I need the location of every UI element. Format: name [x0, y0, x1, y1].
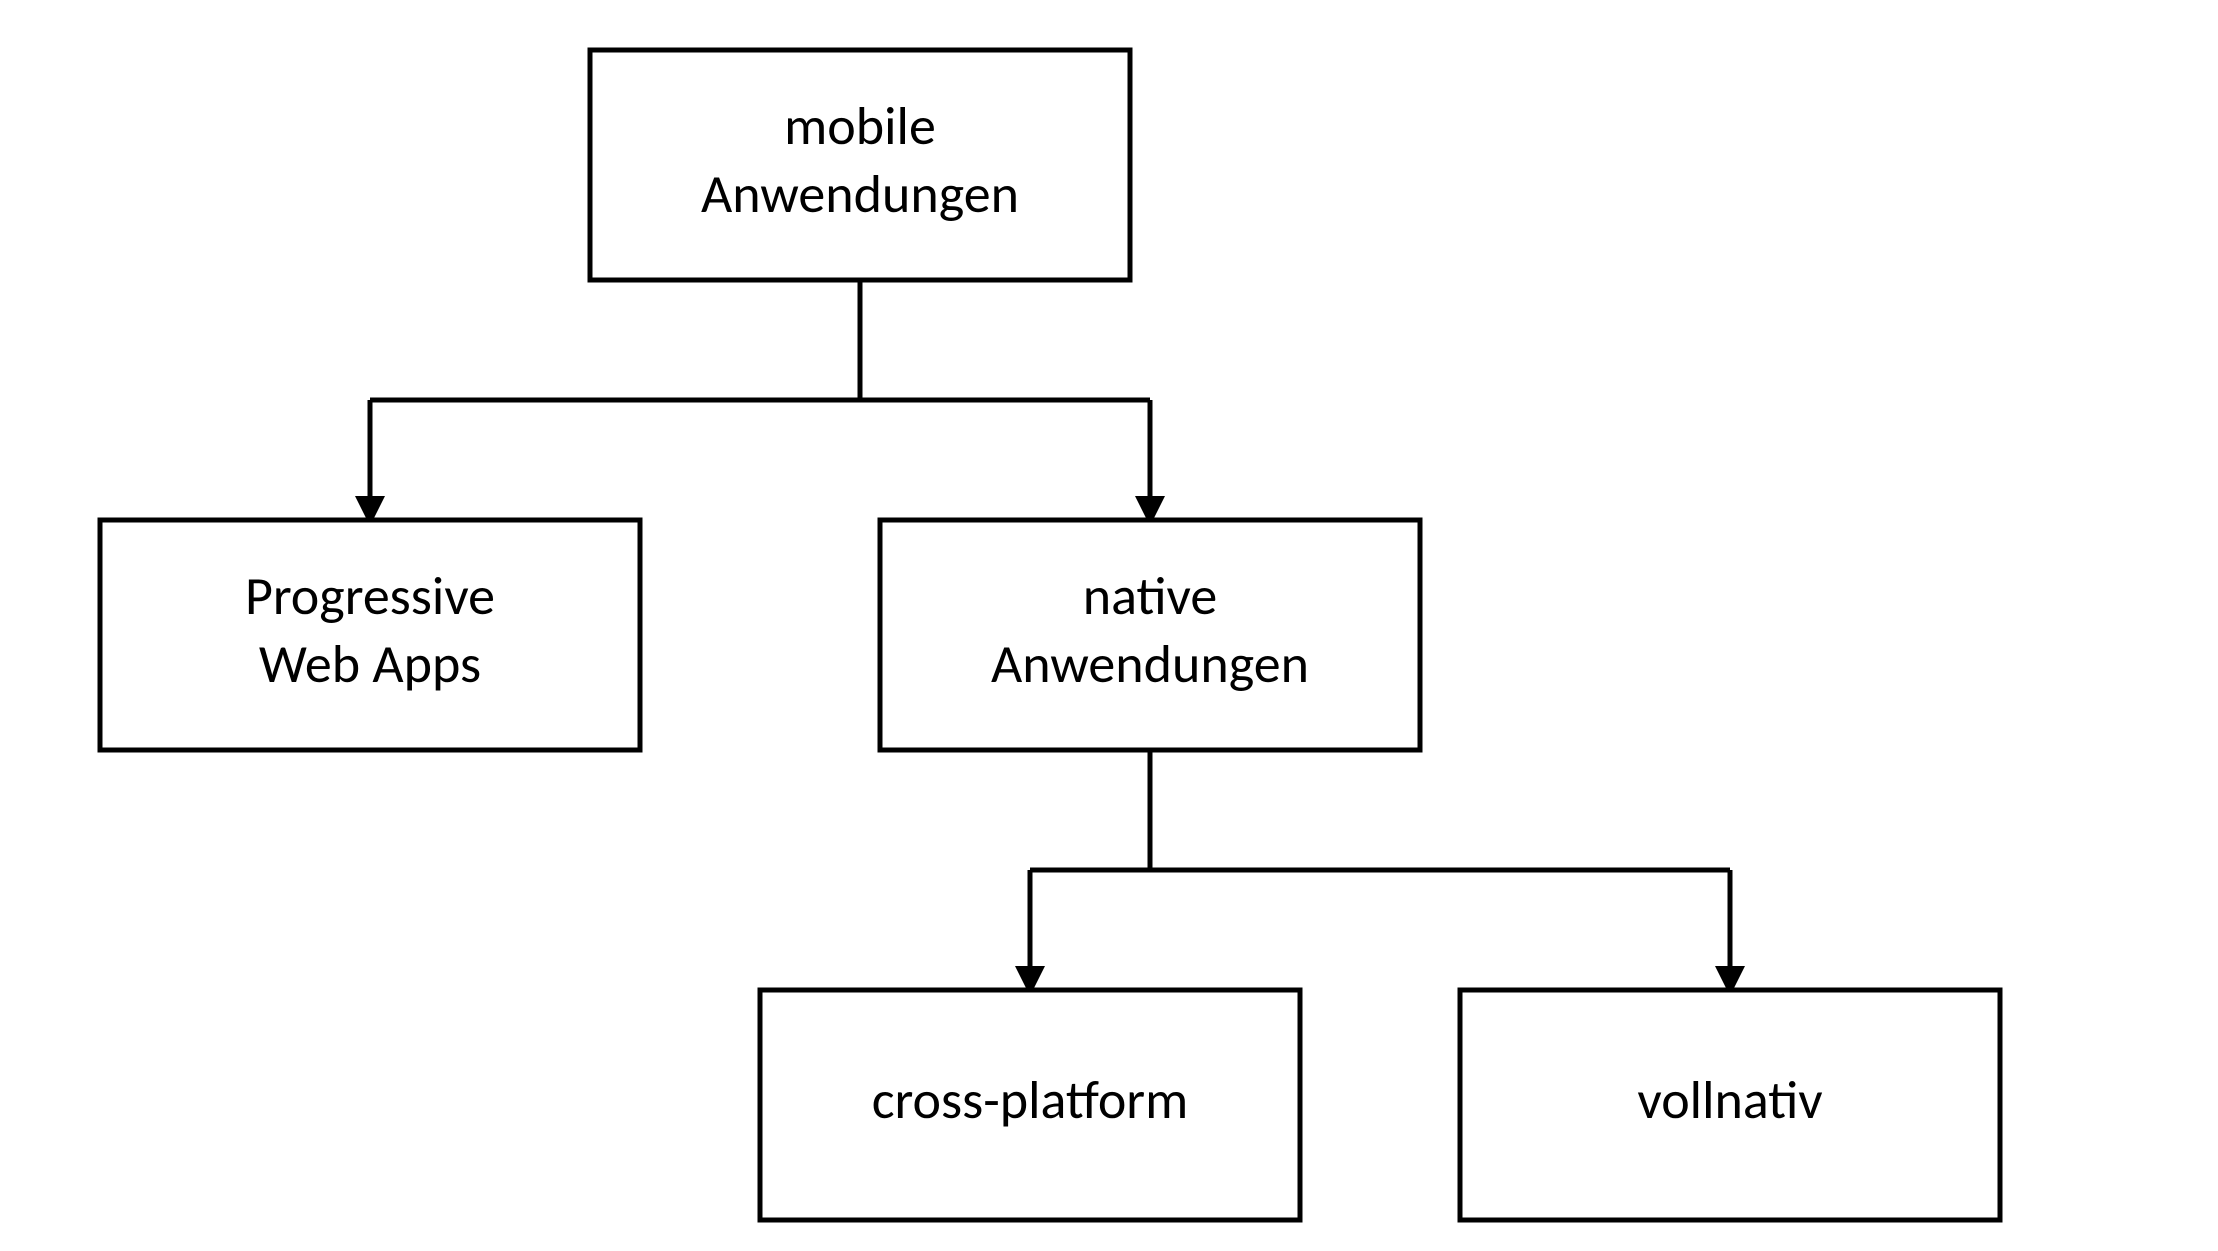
- tree-node-full: vollnativ: [1460, 990, 2000, 1220]
- node-label: Anwendungen: [701, 161, 1019, 227]
- tree-node-xplat: cross-platform: [760, 990, 1300, 1220]
- tree-node-root: mobileAnwendungen: [590, 50, 1130, 280]
- node-label: Progressive: [245, 563, 495, 629]
- node-label: vollnativ: [1637, 1067, 1822, 1133]
- node-label: Web Apps: [259, 631, 481, 697]
- tree-node-native: nativeAnwendungen: [880, 520, 1420, 750]
- node-label: mobile: [784, 93, 936, 159]
- tree-node-pwa: ProgressiveWeb Apps: [100, 520, 640, 750]
- node-label: cross-platform: [872, 1067, 1189, 1133]
- node-label: native: [1083, 563, 1218, 629]
- node-label: Anwendungen: [991, 631, 1309, 697]
